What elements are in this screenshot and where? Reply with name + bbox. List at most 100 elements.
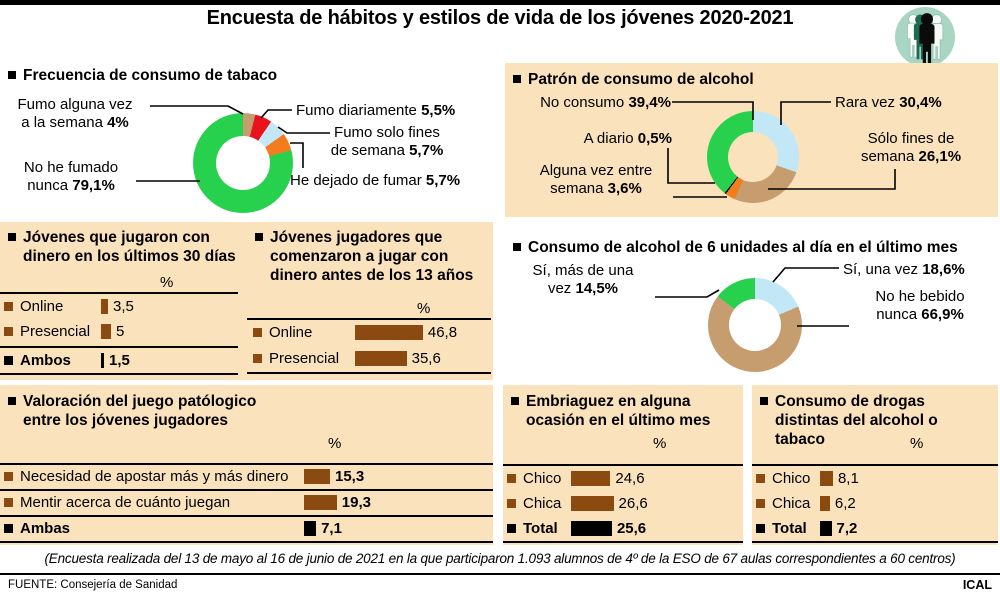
section-tabaco: Frecuencia de consumo de tabaco Fumo alg…	[0, 60, 500, 220]
section-alcohol: Patrón de consumo de alcohol No consumo …	[505, 63, 998, 217]
chart-label: Alguna vez entre semana 3,6%	[539, 162, 653, 197]
bar-row: Online 3,5	[4, 296, 134, 317]
chart-label: He dejado de fumar 5,7%	[290, 172, 461, 189]
section-heading-text: Embriaguez en alguna ocasión en el últim…	[526, 393, 711, 429]
row-label: Chica	[772, 495, 811, 512]
section-heading-text: Jóvenes jugadores que comenzaron a jugar…	[270, 229, 474, 284]
callout-line	[772, 267, 839, 283]
chart-label: Fumo diariamente 5,5%	[296, 102, 456, 119]
section-heading-embriaguez: Embriaguez en alguna ocasión en el últim…	[511, 392, 716, 430]
row-value: 35,6	[411, 350, 441, 367]
bar-row: Online 46,8	[253, 322, 457, 343]
source-label: FUENTE: Consejería de Sanidad	[8, 579, 178, 591]
heading-bullet-icon	[255, 233, 263, 241]
divider	[503, 464, 743, 466]
row-value: 1,5	[109, 352, 130, 369]
row-bar	[571, 471, 611, 486]
bar-row: Mentir acerca de cuánto juegan 19,3	[4, 492, 371, 513]
row-label: Online	[269, 324, 313, 341]
callout-line	[768, 169, 896, 190]
bar-row: Ambos 1,5	[4, 350, 130, 371]
row-value: 19,3	[341, 494, 371, 511]
row-bullet-icon	[756, 499, 765, 508]
row-value: 15,3	[335, 468, 365, 485]
row-label: Total	[772, 520, 807, 537]
row-bar	[101, 324, 111, 339]
section-heading-text: Patrón de consumo de alcohol	[528, 71, 754, 88]
row-bullet-icon	[756, 524, 765, 533]
row-bar	[820, 496, 830, 511]
row-bullet-icon	[507, 499, 516, 508]
row-bar	[355, 351, 407, 366]
heading-bullet-icon	[8, 233, 16, 241]
heading-bullet-icon	[8, 397, 16, 405]
row-bar	[304, 495, 337, 510]
section-heading-text: Valoración del juego patólogico entre lo…	[23, 393, 257, 429]
row-bullet-icon	[507, 474, 516, 483]
donut-hole	[216, 136, 270, 190]
agency-credit: ICAL	[962, 578, 992, 592]
chart-label: A diario 0,5%	[583, 130, 672, 147]
chart-label: No he fumado nunca 79,1%	[23, 159, 119, 194]
callout-line	[672, 101, 754, 120]
people-icon	[894, 6, 956, 68]
callout-line	[667, 148, 715, 184]
section-heading-text: Consumo de alcohol de 6 unidades al día …	[528, 239, 958, 256]
row-bar	[571, 521, 612, 536]
section-heading-text: Jóvenes que jugaron con dinero en los úl…	[23, 229, 236, 265]
chart-label: Sí, más de una vez 14,5%	[532, 262, 634, 297]
divider	[0, 292, 238, 294]
section-heading-drogas: Consumo de drogas distintas del alcohol …	[760, 392, 990, 449]
chart-label: Sí, una vez 18,6%	[843, 261, 965, 278]
row-bar	[355, 325, 423, 340]
top-black-bar	[0, 0, 1000, 5]
callout-lines	[136, 105, 330, 182]
row-bullet-icon	[4, 524, 13, 533]
heading-bullet-icon	[760, 397, 768, 405]
row-bullet-icon	[4, 302, 13, 311]
donut-hole	[729, 299, 781, 351]
section-heading-tabaco: Frecuencia de consumo de tabaco	[8, 66, 478, 85]
callout-lines	[655, 267, 849, 327]
bar-row: Presencial 35,6	[253, 348, 441, 369]
divider	[247, 318, 491, 320]
divider	[0, 346, 238, 348]
row-bullet-icon	[253, 354, 262, 363]
heading-bullet-icon	[513, 75, 521, 83]
unit-label: %	[160, 274, 174, 291]
divider	[247, 372, 491, 374]
row-bar	[101, 299, 108, 314]
row-value: 26,6	[618, 495, 648, 512]
callout-line	[780, 101, 831, 125]
bar-row: Necesidad de apostar más y más dinero 15,…	[4, 466, 364, 487]
chart-label: Rara vez 30,4%	[835, 94, 942, 111]
row-value: 46,8	[427, 324, 458, 341]
row-label: Presencial	[20, 323, 91, 340]
row-label: Chico	[772, 470, 811, 487]
chart-label: Fumo alguna vez a la semana 4%	[17, 96, 133, 131]
section-juego: Jóvenes que jugaron con dinero en los úl…	[0, 222, 493, 380]
unit-label: %	[417, 300, 431, 317]
bar-row: Total 7,2	[756, 518, 857, 539]
divider	[0, 489, 493, 491]
row-value: 7,2	[836, 520, 858, 537]
callout-line	[290, 142, 304, 168]
chart-label: No he bebido nunca 66,9%	[875, 288, 965, 323]
bar-row: Ambas 7,1	[4, 518, 342, 539]
row-bar	[304, 469, 330, 484]
divider	[503, 541, 743, 543]
row-bar	[101, 353, 104, 368]
callout-line	[150, 105, 244, 115]
section-heading-juego30: Jóvenes que jugaron con dinero en los úl…	[8, 228, 236, 266]
heading-bullet-icon	[8, 71, 16, 79]
section-heading-seis-unidades: Consumo de alcohol de 6 unidades al día …	[513, 238, 993, 257]
footer-divider	[0, 573, 1000, 575]
divider	[0, 541, 493, 543]
bar-row: Chico 24,6	[507, 468, 645, 489]
row-label: Presencial	[269, 350, 340, 367]
donut-hole	[728, 132, 778, 182]
row-value: 3,5	[113, 298, 134, 315]
row-bullet-icon	[756, 474, 765, 483]
row-bullet-icon	[4, 327, 13, 336]
